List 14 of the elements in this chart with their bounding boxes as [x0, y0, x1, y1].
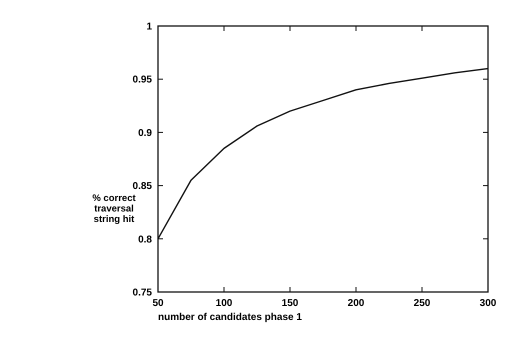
x-tick-label: 100 — [216, 298, 233, 309]
y-tick-label: 0.8 — [138, 234, 152, 246]
x-tick-label: 300 — [480, 298, 497, 309]
x-tick-label: 250 — [414, 298, 431, 309]
y-tick-label: 0.9 — [138, 128, 152, 139]
x-tick-label: 150 — [282, 298, 299, 309]
y-tick-label: 0.95 — [132, 74, 152, 86]
y-tick-label: 1 — [146, 22, 152, 32]
x-tick-label: 50 — [152, 298, 164, 309]
x-axis-title: number of candidates phase 1 — [158, 312, 302, 323]
x-tick-label: 200 — [348, 298, 365, 309]
y-tick-label: 0.75 — [132, 288, 152, 298]
y-axis-title: % correct traversal string hit — [92, 193, 136, 225]
y-tick-label: 0.85 — [132, 181, 152, 192]
